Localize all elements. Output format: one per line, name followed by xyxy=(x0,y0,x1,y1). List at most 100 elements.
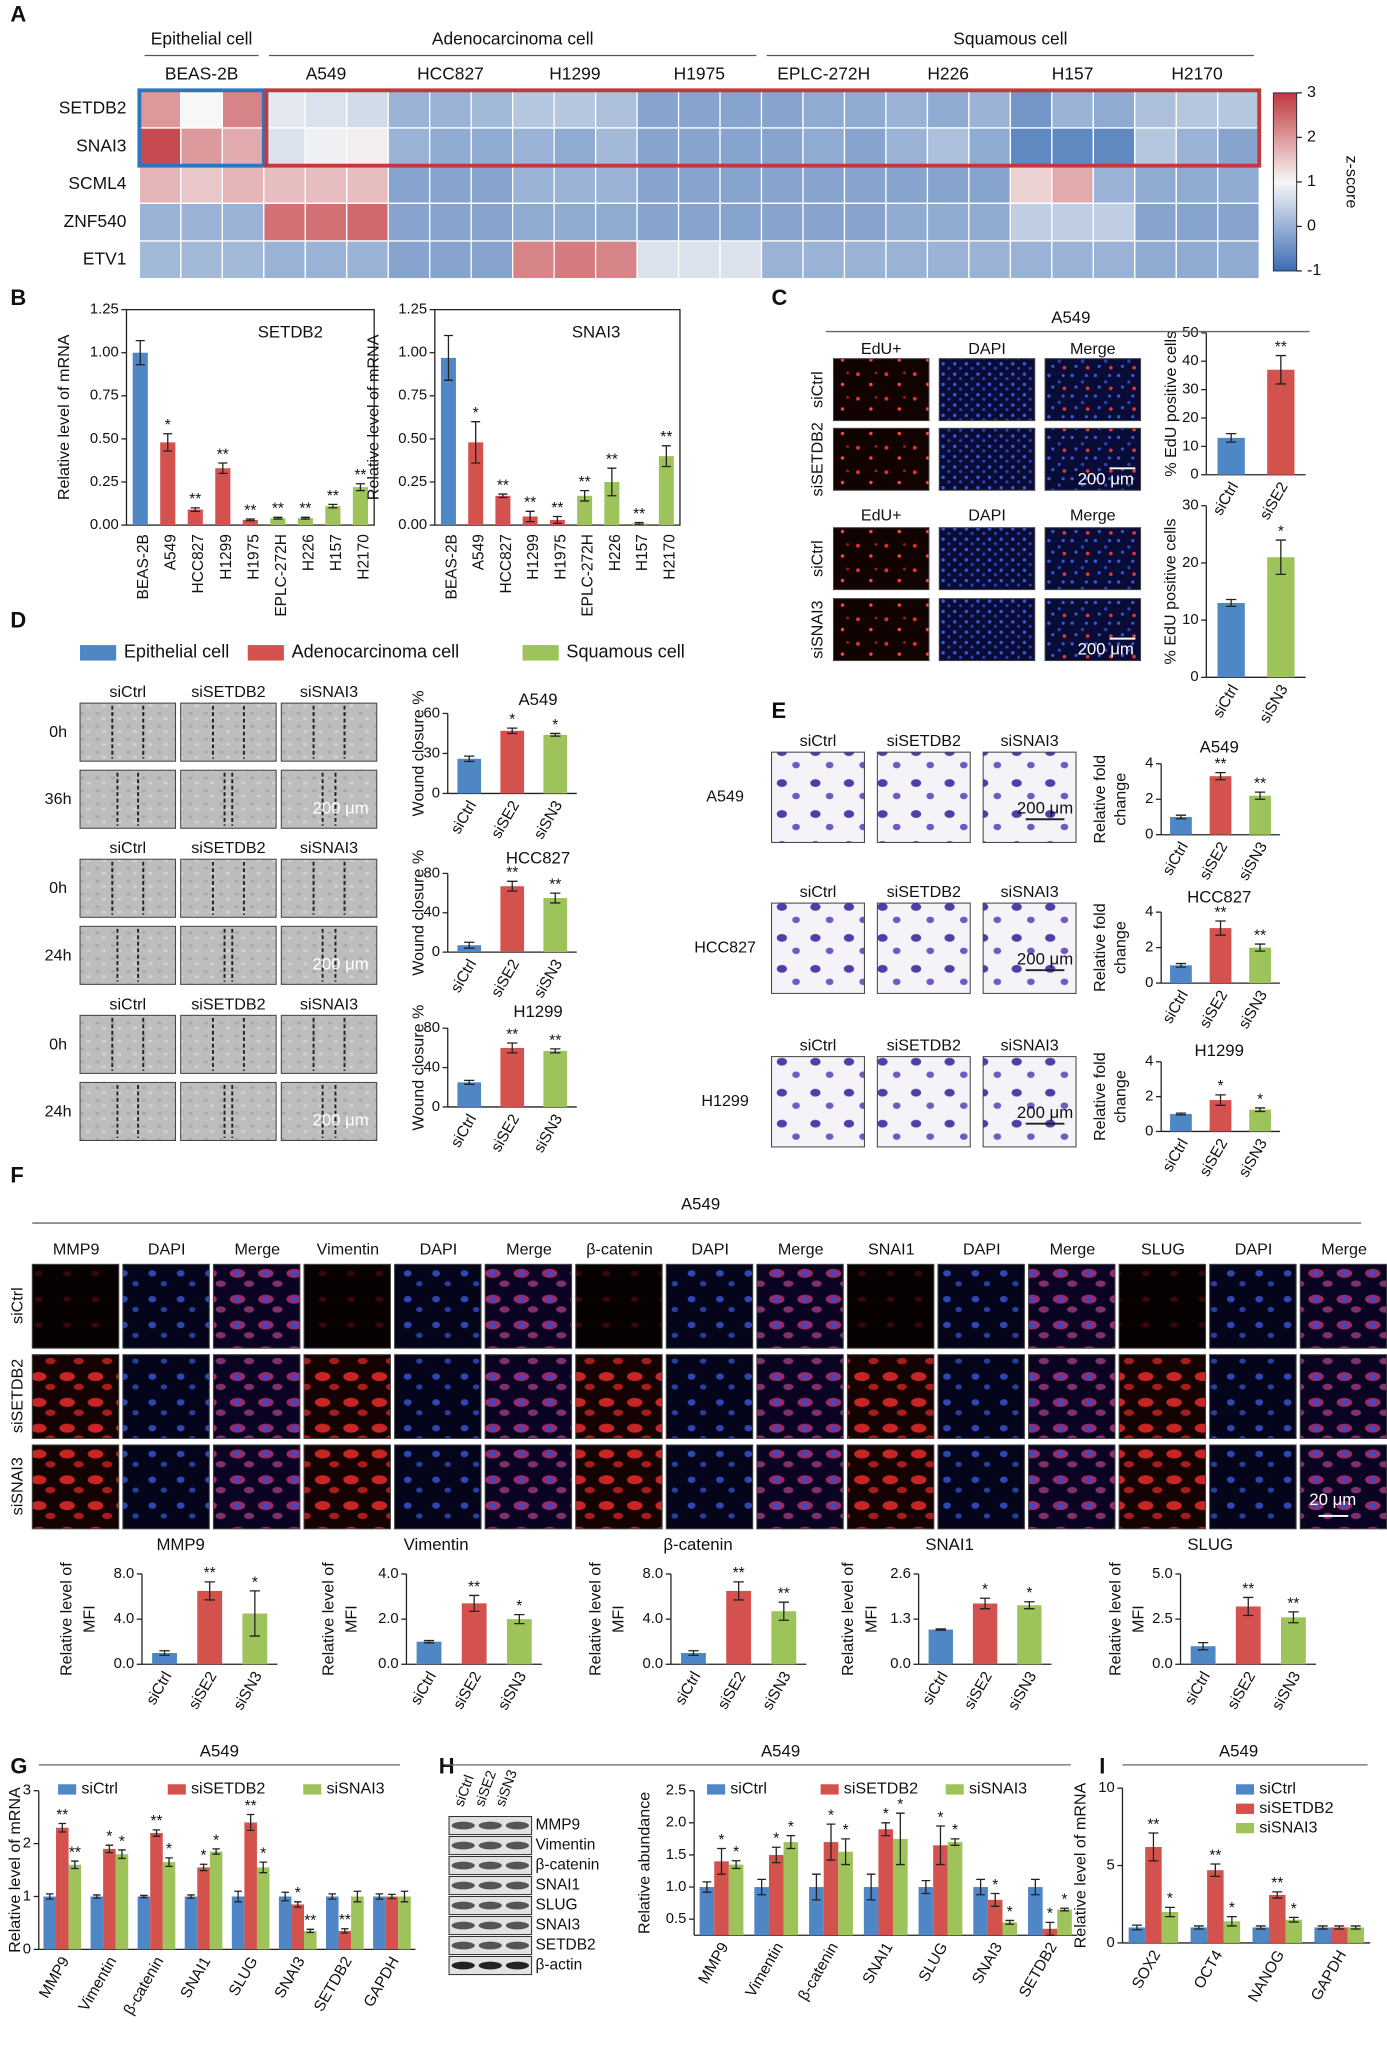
bar xyxy=(385,1896,399,1950)
legend-swatch xyxy=(1236,1803,1255,1814)
bar xyxy=(1028,1887,1043,1936)
blot-band xyxy=(478,1861,502,1870)
bar xyxy=(352,487,368,526)
row-label: SCML4 xyxy=(68,173,126,193)
error-bar xyxy=(218,462,228,475)
bar xyxy=(244,1822,257,1950)
y-tick-label: 50 xyxy=(1182,325,1199,341)
significance: * xyxy=(1257,1091,1263,1108)
error-bar xyxy=(895,1812,905,1866)
heat-cell xyxy=(677,89,721,129)
heat-cell xyxy=(387,240,431,280)
error-bar xyxy=(1350,1925,1361,1930)
micrograph xyxy=(756,1444,844,1530)
panel-label: H xyxy=(439,1753,455,1778)
y-axis-label: Wound closure % xyxy=(410,690,428,816)
heat-cell xyxy=(221,127,265,167)
error-bar xyxy=(273,516,283,520)
error-bar xyxy=(688,1650,699,1656)
blot-band xyxy=(505,1901,530,1910)
highlight-box xyxy=(264,88,1262,168)
error-bar xyxy=(259,1861,267,1874)
micrograph xyxy=(180,769,277,829)
bar xyxy=(783,1842,799,1936)
x-tick-label: H1975 xyxy=(552,534,569,580)
error-bar xyxy=(1197,1641,1209,1651)
micrograph xyxy=(982,751,1077,843)
heat-cell xyxy=(760,165,804,204)
bar xyxy=(506,1619,532,1665)
micrograph xyxy=(180,702,277,762)
heat-cell xyxy=(263,89,306,129)
group-label: Squamous cell xyxy=(953,29,1067,49)
micrograph xyxy=(280,769,378,829)
heat-cell xyxy=(1092,165,1136,204)
bar xyxy=(1209,776,1232,835)
heat-cell xyxy=(636,240,680,280)
error-bar xyxy=(550,892,561,904)
heat-cell xyxy=(677,165,721,204)
y-tick-label: 0 xyxy=(1106,1935,1114,1951)
significance: ** xyxy=(1214,756,1226,773)
micrograph xyxy=(1044,527,1142,591)
x-tick-label: HCC827 xyxy=(498,534,515,593)
bar xyxy=(103,1848,116,1950)
column-label: H226 xyxy=(927,63,969,83)
heat-cell xyxy=(1175,240,1219,280)
bar xyxy=(325,506,341,526)
heat-cell xyxy=(387,165,431,204)
scale-label: 200 μm xyxy=(1017,949,1073,968)
error-bar xyxy=(607,467,617,497)
significance: ** xyxy=(1254,927,1266,944)
significance: ** xyxy=(497,477,509,494)
significance: ** xyxy=(524,495,536,512)
heat-cell xyxy=(719,165,763,204)
error-bar xyxy=(936,1825,945,1866)
error-bar xyxy=(353,1890,362,1903)
bar xyxy=(495,495,511,526)
chart-title: A549 xyxy=(1200,738,1239,757)
column-label: siCtrl xyxy=(109,683,146,701)
panel-label: E xyxy=(772,698,787,723)
bar xyxy=(1330,1927,1348,1943)
micrograph xyxy=(575,1354,663,1440)
error-bar xyxy=(328,1893,337,1900)
chart-title: H1299 xyxy=(513,1002,562,1021)
error-bar xyxy=(234,1890,242,1903)
y-tick-label: 10 xyxy=(1182,612,1199,628)
heat-cell xyxy=(470,240,514,280)
bar xyxy=(256,1867,270,1950)
legend-swatch xyxy=(820,1784,839,1795)
column-label: SLUG xyxy=(1141,1240,1185,1258)
micrograph xyxy=(832,527,930,591)
column-label: DAPI xyxy=(1235,1240,1273,1258)
blot-band xyxy=(505,1961,530,1970)
error-bar xyxy=(1175,814,1187,820)
heat-cell xyxy=(636,89,680,129)
bar xyxy=(160,442,176,526)
significance: ** xyxy=(506,865,518,882)
error-bar xyxy=(507,1042,518,1054)
legend-swatch xyxy=(80,645,117,661)
y-tick-label: 0.0 xyxy=(890,1656,911,1672)
heat-cell xyxy=(636,127,680,167)
bar xyxy=(1161,1911,1179,1943)
y-tick-label: 0.0 xyxy=(1152,1656,1173,1672)
group-label: Epithelial cell xyxy=(151,29,253,49)
bar xyxy=(68,1864,82,1950)
micrograph xyxy=(771,751,865,843)
heat-cell xyxy=(180,202,223,242)
bar xyxy=(500,1047,525,1107)
significance: * xyxy=(260,1845,266,1862)
bar xyxy=(1057,1909,1072,1936)
heat-cell xyxy=(138,127,182,167)
error-bar xyxy=(1255,1925,1266,1930)
micrograph xyxy=(180,1014,277,1074)
micrograph xyxy=(982,902,1077,994)
y-tick-label: 0.25 xyxy=(398,474,427,490)
y-tick-label: 0.0 xyxy=(114,1656,135,1672)
bar xyxy=(215,468,231,526)
x-tick-label: siSN3 xyxy=(1256,682,1291,726)
micrograph xyxy=(1118,1354,1207,1440)
significance: ** xyxy=(354,467,366,484)
